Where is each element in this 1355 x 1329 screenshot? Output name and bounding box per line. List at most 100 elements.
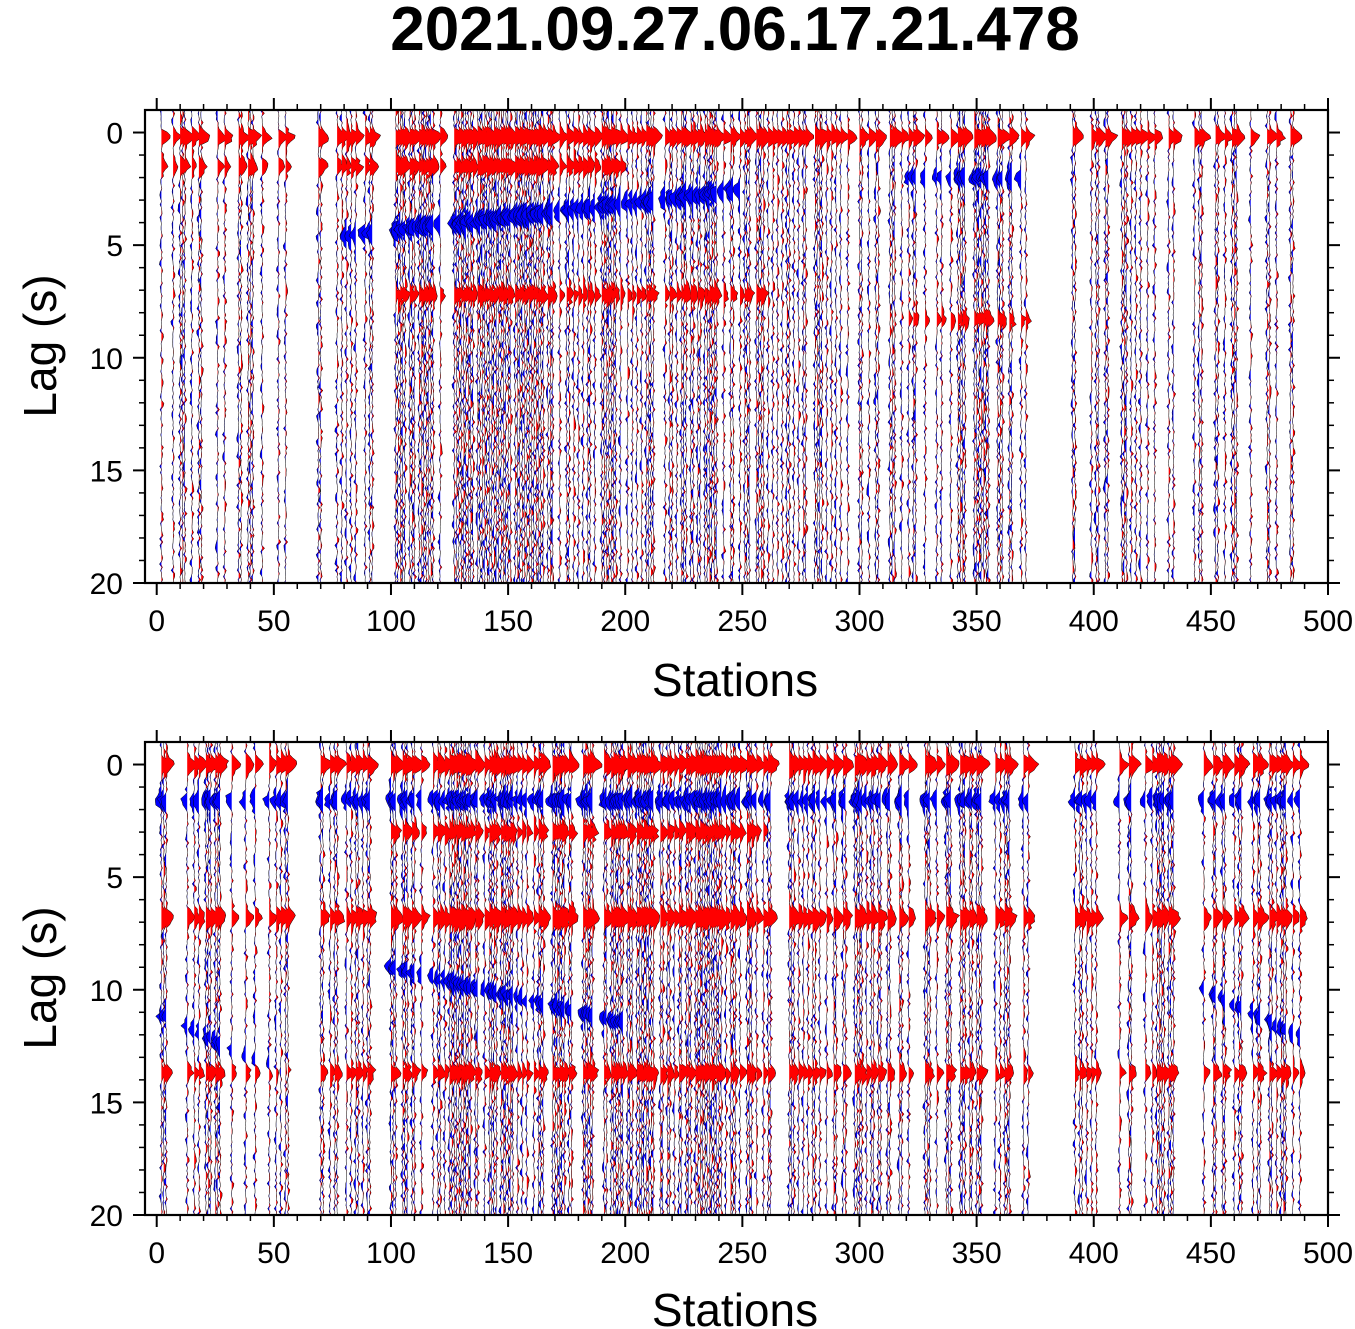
trace-wiggle: [1017, 742, 1035, 1215]
trace-positive-fill: [700, 742, 709, 1215]
trace-negative-fill: [442, 742, 450, 1215]
trace-wiggle: [641, 110, 658, 583]
x-tick-label: 450: [1186, 1237, 1236, 1270]
trace-wiggle: [160, 742, 175, 1215]
trace-positive-fill: [608, 110, 617, 583]
trace-negative-fill: [943, 742, 951, 1215]
trace-wiggle: [487, 110, 504, 583]
trace-negative-fill: [324, 742, 331, 1215]
trace-wiggle: [1167, 742, 1184, 1215]
trace-negative-fill: [867, 742, 874, 1215]
trace-positive-fill: [847, 110, 858, 583]
trace-positive-fill: [220, 742, 229, 1215]
trace-negative-fill: [1171, 110, 1174, 583]
trace-positive-fill: [653, 110, 663, 583]
trace-wiggle: [760, 110, 774, 583]
trace-wiggle: [1165, 742, 1180, 1215]
trace-negative-fill: [401, 742, 408, 1215]
trace-negative-fill: [717, 110, 724, 583]
trace-positive-fill: [405, 110, 414, 583]
trace-wiggle: [732, 110, 749, 583]
trace-positive-fill: [641, 110, 651, 583]
trace-wiggle: [814, 110, 827, 583]
trace-negative-fill: [1215, 110, 1218, 583]
trace-wiggle: [975, 110, 991, 583]
trace-wiggle: [801, 742, 819, 1215]
trace-wiggle: [472, 110, 489, 583]
trace-negative-fill: [965, 742, 972, 1215]
trace-wiggle: [536, 742, 552, 1215]
trace-positive-fill: [1292, 110, 1302, 583]
trace-wiggle: [973, 742, 991, 1215]
trace-positive-fill: [231, 742, 241, 1215]
trace-positive-fill: [540, 110, 551, 583]
x-tick-label: 350: [952, 605, 1002, 638]
trace-wiggle: [815, 742, 829, 1215]
trace-wiggle: [500, 110, 517, 583]
trace-wiggle: [1146, 742, 1161, 1215]
trace-positive-fill: [925, 110, 933, 583]
trace-negative-fill: [720, 742, 726, 1215]
trace-negative-fill: [895, 742, 902, 1215]
trace-positive-fill: [1140, 110, 1151, 583]
trace-wiggle: [415, 742, 431, 1215]
trace-wiggle: [898, 110, 913, 583]
trace-positive-fill: [871, 742, 881, 1215]
trace-positive-fill: [730, 742, 740, 1215]
trace-wiggle: [709, 742, 726, 1215]
trace-wiggle: [658, 110, 675, 583]
trace-wiggle: [315, 742, 330, 1215]
trace-negative-fill: [156, 742, 164, 1215]
trace-negative-fill: [236, 110, 239, 583]
trace-wiggle: [709, 742, 724, 1215]
trace-positive-fill: [1201, 110, 1211, 583]
trace-negative-fill: [1096, 110, 1099, 583]
trace-wiggle: [1093, 110, 1107, 583]
trace-wiggle: [455, 110, 473, 583]
trace-positive-fill: [908, 742, 918, 1215]
trace-wiggle: [597, 110, 615, 583]
trace-wiggle: [664, 110, 680, 583]
trace-wiggle: [1006, 110, 1020, 583]
trace-negative-fill: [809, 742, 815, 1215]
trace-negative-fill: [608, 110, 616, 583]
trace-negative-fill: [348, 110, 356, 583]
trace-positive-fill: [716, 742, 726, 1215]
trace-negative-fill: [415, 742, 422, 1215]
trace-wiggle: [521, 110, 539, 583]
trace-wiggle: [626, 742, 644, 1215]
trace-positive-fill: [770, 742, 780, 1215]
trace-positive-fill: [1173, 742, 1183, 1215]
trace-wiggle: [1276, 742, 1293, 1215]
trace-negative-fill: [1152, 110, 1155, 583]
trace-wiggle: [923, 742, 939, 1215]
trace-wiggle: [598, 742, 614, 1215]
trace-negative-fill: [1018, 742, 1024, 1215]
trace-positive-fill: [1131, 742, 1142, 1215]
trace-negative-fill: [710, 742, 715, 1215]
trace-wiggle: [192, 742, 209, 1215]
trace-wiggle: [499, 110, 516, 583]
trace-negative-fill: [704, 110, 712, 583]
trace-wiggle: [1072, 110, 1084, 583]
trace-negative-fill: [741, 742, 747, 1215]
top-panel-x-axis-label: Stations: [652, 654, 818, 706]
y-tick-label: 5: [106, 862, 123, 895]
trace-negative-fill: [500, 110, 509, 583]
trace-wiggle: [361, 110, 379, 583]
trace-wiggle: [713, 742, 729, 1215]
trace-wiggle: [398, 110, 414, 583]
trace-negative-fill: [502, 742, 509, 1215]
top-panel-tick-labels: 0 50 100 150 200 250 300 350 400 450 500 0 5 10 15 20: [90, 118, 1353, 638]
trace-wiggle: [722, 110, 741, 583]
trace-wiggle: [543, 110, 560, 583]
trace-positive-fill: [735, 742, 745, 1215]
trace-positive-fill: [515, 110, 524, 583]
y-tick-label: 0: [106, 118, 123, 151]
trace-negative-fill: [396, 742, 403, 1215]
x-tick-label: 100: [366, 1237, 416, 1270]
trace-wiggle: [859, 110, 871, 583]
x-tick-label: 0: [148, 1237, 165, 1270]
trace-negative-fill: [976, 110, 982, 583]
trace-wiggle: [478, 110, 497, 583]
